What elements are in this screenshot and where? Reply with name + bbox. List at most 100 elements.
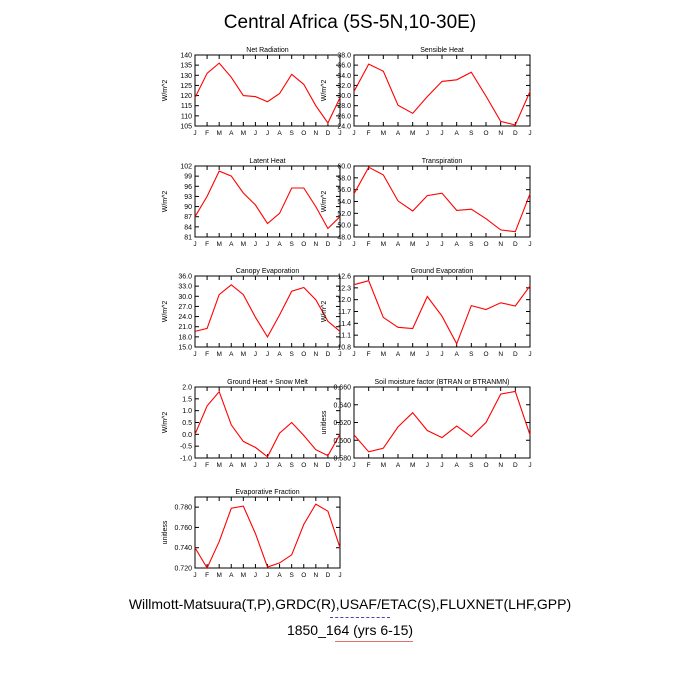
panel-title: Ground Heat + Snow Melt: [227, 379, 308, 386]
chart-panel-1: Net Radiation W/m^2 105 110 115 120 125 130 135 1…: [162, 47, 342, 137]
y-tick-label: 2.0: [182, 385, 192, 392]
x-tick-label: F: [205, 351, 209, 358]
y-tick-label: 24.0: [178, 314, 192, 321]
y-tick-label: 140: [180, 53, 192, 60]
x-tick-label: A: [396, 351, 401, 358]
x-tick-label: O: [483, 130, 488, 137]
series-line: [194, 390, 341, 458]
x-tick-label: J: [338, 572, 341, 579]
x-tick-label: A: [277, 572, 282, 579]
plot-frame: [353, 386, 531, 459]
x-tick-label: N: [313, 241, 318, 248]
y-tick-label: 56.0: [337, 187, 351, 194]
x-tick-label: J: [338, 130, 341, 137]
x-tick-label: J: [440, 130, 443, 137]
x-tick-label: S: [469, 130, 474, 137]
x-tick-label: M: [381, 130, 386, 137]
x-tick-label: M: [216, 130, 221, 137]
y-tick-label: 120: [180, 93, 192, 100]
panel-title: Transpiration: [422, 158, 463, 165]
x-tick-label: J: [193, 462, 196, 469]
x-tick-label: J: [193, 130, 196, 137]
x-tick-label: M: [216, 241, 221, 248]
x-tick-label: F: [205, 572, 209, 579]
plot-frame: [194, 496, 341, 569]
x-tick-label: J: [352, 241, 355, 248]
x-tick-label: A: [229, 572, 234, 579]
y-tick-label: 34.0: [337, 73, 351, 80]
x-tick-label: N: [313, 462, 318, 469]
y-tick-label: 15.0: [178, 345, 192, 352]
chart-panel-8: Soil moisture factor (BTRAN or BTRANMN) u…: [321, 379, 532, 469]
panel-title: Evaporative Fraction: [235, 489, 299, 496]
panel-title: Canopy Evaporation: [236, 268, 300, 275]
x-tick-label: J: [254, 572, 257, 579]
y-tick-label: 96: [184, 184, 192, 191]
x-tick-label: N: [313, 572, 318, 579]
y-tick-label: 0.740: [174, 545, 192, 552]
x-tick-label: M: [216, 462, 221, 469]
x-tick-label: J: [266, 572, 269, 579]
x-tick-label: D: [326, 241, 331, 248]
x-tick-label: N: [498, 241, 503, 248]
footer-case-text: 1850_164 (yrs 6-15): [286, 622, 414, 638]
y-tick-label: 21.0: [178, 324, 192, 331]
y-tick-label: 10.8: [337, 345, 351, 352]
y-tick-label: 26.0: [337, 113, 351, 120]
y-tick-label: 24.0: [337, 124, 351, 131]
series-line: [353, 280, 531, 346]
y-tick-label: 0.0: [182, 432, 192, 439]
x-tick-label: M: [241, 462, 246, 469]
y-tick-label: 12.3: [337, 285, 351, 292]
x-tick-label: J: [426, 241, 429, 248]
x-tick-label: S: [289, 351, 294, 358]
y-tick-label: 90: [184, 204, 192, 211]
x-tick-label: M: [241, 241, 246, 248]
x-tick-label: A: [396, 241, 401, 248]
y-tick-label: 87: [184, 214, 192, 221]
x-tick-label: O: [301, 462, 306, 469]
x-tick-label: A: [229, 351, 234, 358]
x-tick-label: D: [513, 462, 518, 469]
x-tick-label: M: [241, 572, 246, 579]
x-tick-label: F: [205, 462, 209, 469]
y-axis-label: W/m^2: [162, 301, 169, 323]
panel-title: Latent Heat: [249, 158, 285, 165]
y-axis-label: W/m^2: [162, 412, 169, 434]
y-tick-label: 36.0: [337, 63, 351, 70]
y-tick-label: 0.620: [333, 420, 351, 427]
y-tick-label: -1.0: [180, 456, 192, 463]
chart-panel-5: Canopy Evaporation W/m^2 15.0 18.0 21.0 24.0 2…: [162, 268, 342, 358]
series-line: [353, 166, 531, 233]
x-tick-label: J: [266, 241, 269, 248]
x-tick-label: J: [254, 351, 257, 358]
x-tick-label: N: [313, 351, 318, 358]
x-tick-label: D: [513, 241, 518, 248]
panel-title: Net Radiation: [246, 47, 289, 54]
y-tick-label: 0.780: [174, 505, 192, 512]
y-tick-label: 102: [180, 164, 192, 171]
chart-panel-4: Transpiration W/m^2 48.0 50.0 52.0 54.0 56.0 58…: [321, 158, 532, 248]
x-tick-label: A: [454, 462, 459, 469]
y-tick-label: 0.720: [174, 566, 192, 573]
x-tick-label: F: [367, 351, 371, 358]
x-tick-label: N: [313, 130, 318, 137]
x-tick-label: D: [326, 462, 331, 469]
y-tick-label: -0.5: [180, 444, 192, 451]
x-tick-label: J: [193, 351, 196, 358]
y-tick-label: 12.6: [337, 274, 351, 281]
y-tick-label: 1.5: [182, 396, 192, 403]
y-tick-label: 11.7: [338, 309, 351, 316]
x-tick-label: A: [396, 130, 401, 137]
x-tick-label: S: [289, 462, 294, 469]
chart-panel-2: Sensible Heat W/m^2 24.0 26.0 28.0 30.0 32.0 34…: [321, 47, 532, 137]
x-tick-label: A: [454, 130, 459, 137]
series-line: [194, 284, 341, 338]
x-tick-label: O: [483, 462, 488, 469]
y-tick-label: 105: [180, 124, 192, 131]
x-tick-label: J: [352, 130, 355, 137]
x-tick-label: A: [277, 462, 282, 469]
y-tick-label: 0.660: [333, 385, 351, 392]
x-tick-label: D: [326, 351, 331, 358]
